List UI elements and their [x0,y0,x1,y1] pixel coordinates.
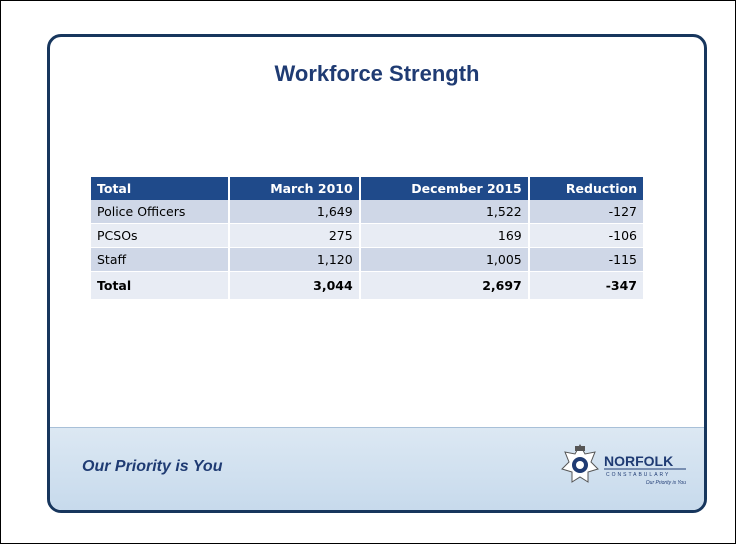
workforce-table: Total March 2010 December 2015 Reduction… [91,177,643,299]
header-cell: December 2015 [358,177,529,200]
value-cell: 3,044 [227,271,360,299]
row-label: Total [91,271,229,299]
logo-badge-center [576,461,584,469]
value-cell: 169 [358,223,529,248]
slide-title: Workforce Strength [274,61,480,86]
logo: NORFOLK CONSTABULARY Our Priority is You [561,443,686,486]
logo-crown [575,446,585,451]
row-label: PCSOs [91,223,229,248]
row-label: Staff [91,247,229,272]
header-row: Total March 2010 December 2015 Reduction [91,177,643,200]
row-label: Police Officers [91,200,229,224]
value-cell: -106 [527,223,643,248]
logo-subtitle: CONSTABULARY [606,472,670,478]
logo-name: NORFOLK [604,453,673,469]
header-cell: Reduction [527,177,643,200]
value-cell: 275 [227,223,360,248]
value-cell: 2,697 [358,271,529,299]
table-body: Police Officers 1,649 1,522 -127 PCSOs 275 169… [91,200,643,299]
value-cell: -127 [527,200,643,224]
footer: Our Priority is You NORFOLK CONSTABULARY… [50,427,704,510]
slide-panel: Workforce Strength Total March 2010 Dece… [47,34,707,513]
table-row: Staff 1,120 1,005 -115 [91,247,643,272]
header-cell: Total [91,177,229,200]
value-cell: -115 [527,247,643,272]
table-row: Total 3,044 2,697 -347 [91,271,643,299]
logo-motto: Our Priority is You [646,480,686,486]
value-cell: 1,522 [358,200,529,224]
value-cell: 1,120 [227,247,360,272]
value-cell: 1,005 [358,247,529,272]
header-cell: March 2010 [227,177,360,200]
value-cell: 1,649 [227,200,360,224]
table-row: PCSOs 275 169 -106 [91,223,643,248]
tagline: Our Priority is You [82,458,223,475]
value-cell: -347 [527,271,643,299]
table-row: Police Officers 1,649 1,522 -127 [91,200,643,224]
